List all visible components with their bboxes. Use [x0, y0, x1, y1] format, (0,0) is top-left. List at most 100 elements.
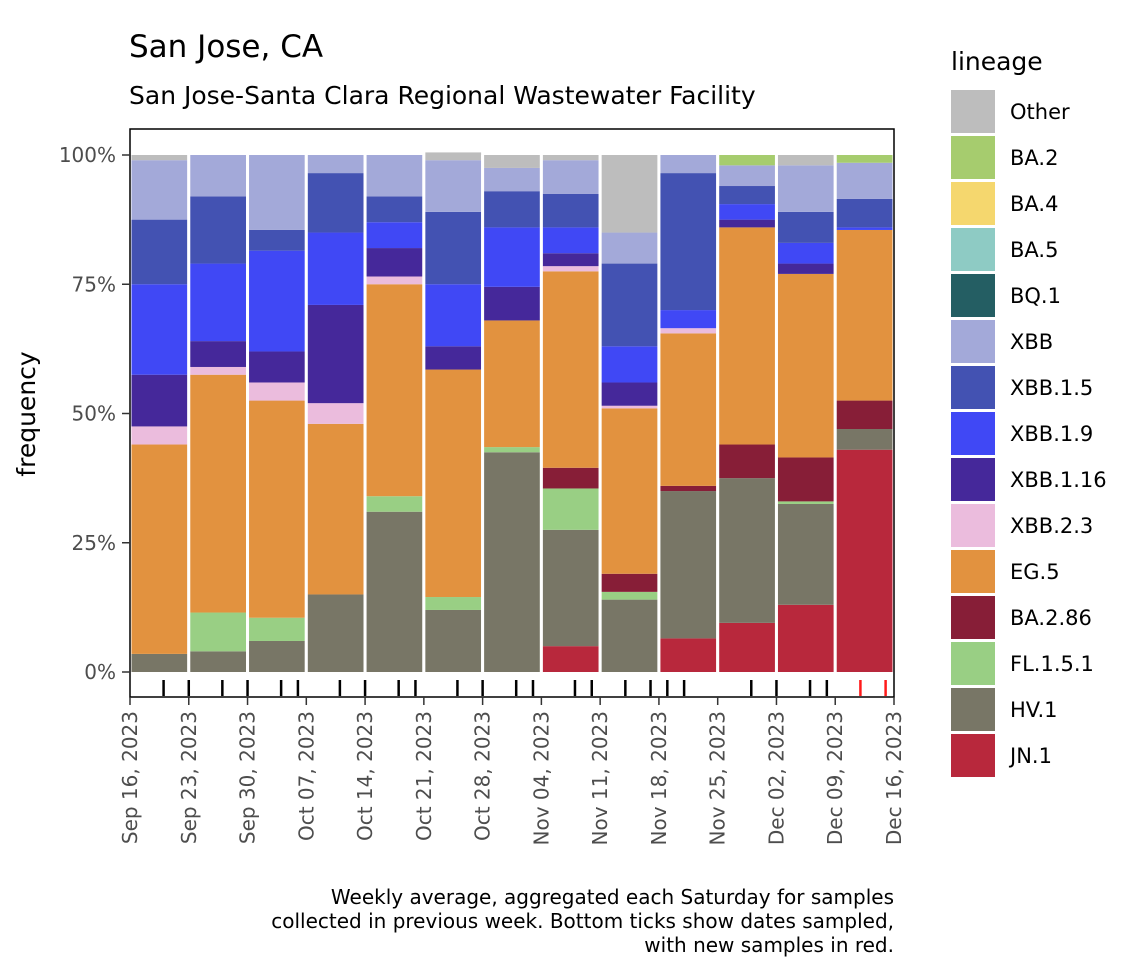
bar-nov-18-2023-xbb-2-3 [601, 405, 658, 409]
bar-nov-11-2023-other [542, 155, 599, 161]
bar-gap [304, 155, 308, 672]
bar-nov-11-2023-xbb-2-3 [542, 266, 599, 272]
bar-oct-21-2023-xbb-1-9 [366, 222, 423, 249]
bar-oct-21-2023-hv-1 [366, 511, 423, 672]
bar-nov-11-2023-eg-5 [542, 271, 599, 468]
bar-oct-07-2023-hv-1 [249, 640, 305, 672]
y-axis-label: frequency [12, 351, 41, 477]
x-tick-label: Dec 16, 2023 [882, 711, 906, 845]
bar-dec-02-2023-jn-1 [719, 622, 775, 672]
bar-nov-18-2023-xbb [601, 232, 658, 264]
y-axis: 0% 25% 50% 75% 100% [59, 143, 130, 684]
bar-sep-30-2023-eg-5 [190, 374, 247, 613]
legend-swatch-other [951, 90, 995, 133]
bar-nov-11-2023-fl-1-5-1 [542, 488, 599, 530]
bar-oct-14-2023-xbb-1-16 [307, 304, 364, 404]
legend-swatch-bq-1 [951, 274, 995, 317]
bar-nov-25-2023-xbb [660, 155, 717, 174]
bar-gap [539, 155, 543, 672]
bar-nov-25-2023-xbb-1-5 [660, 173, 717, 311]
bar-oct-07-2023-xbb-1-9 [249, 250, 305, 352]
bar-dec-09-2023-xbb [777, 165, 834, 212]
bar-nov-25-2023-xbb-2-3 [660, 328, 717, 334]
legend-label-ba-2: BA.2 [1010, 146, 1058, 170]
bar-oct-14-2023-xbb-1-9 [307, 232, 364, 305]
caption-line: Weekly average, aggregated each Saturday… [331, 885, 894, 909]
legend-swatch-ba-2 [951, 136, 995, 179]
bar-oct-28-2023-xbb-1-5 [425, 211, 482, 285]
legend-swatch-eg-5 [951, 550, 995, 593]
bar-gap [833, 155, 837, 672]
bar-dec-02-2023-xbb-1-9 [719, 204, 775, 220]
bar-nov-04-2023-eg-5 [484, 320, 540, 448]
bar-dec-16-2023-xbb [836, 162, 893, 199]
bar-sep-30-2023-xbb-2-3 [190, 366, 247, 375]
bar-nov-04-2023-other [484, 155, 540, 168]
bar-oct-21-2023-fl-1-5-1 [366, 496, 423, 512]
legend-swatch-ba-2-86 [951, 596, 995, 639]
bar-sep-23-2023-xbb [131, 160, 188, 220]
bar-dec-16-2023-eg-5 [836, 229, 893, 401]
bar-nov-04-2023-xbb [484, 167, 540, 192]
bar-nov-18-2023-eg-5 [601, 408, 658, 574]
bar-nov-11-2023-xbb-1-5 [542, 193, 599, 228]
x-axis: Sep 16, 2023 Sep 23, 2023 Sep 30, 2023 Oct … [118, 697, 906, 845]
bar-nov-04-2023-fl-1-5-1 [484, 447, 540, 453]
x-tick-label: Dec 09, 2023 [823, 711, 847, 845]
bar-gap [187, 155, 191, 672]
bar-sep-23-2023-other [131, 155, 188, 161]
legend-label-ba-2-86: BA.2.86 [1010, 606, 1092, 630]
bar-sep-30-2023-xbb-1-16 [190, 341, 247, 367]
bar-nov-25-2023-eg-5 [660, 333, 717, 486]
legend-label-jn-1: JN.1 [1008, 744, 1052, 768]
bar-nov-25-2023-xbb-1-9 [660, 310, 717, 329]
bar-sep-23-2023-xbb-2-3 [131, 426, 188, 445]
bar-gap [246, 155, 250, 672]
bar-nov-11-2023-xbb-1-16 [542, 253, 599, 267]
bar-oct-07-2023-eg-5 [249, 400, 305, 618]
legend-swatch-xbb-1-16 [951, 458, 995, 501]
bar-sep-30-2023-xbb-1-9 [190, 263, 247, 342]
legend-swatch-xbb-1-9 [951, 412, 995, 455]
x-tick-label: Nov 04, 2023 [529, 711, 553, 845]
bar-dec-02-2023-ba-2-86 [719, 444, 775, 479]
bar-gap [481, 155, 485, 672]
bar-oct-28-2023-xbb-1-16 [425, 346, 482, 370]
bar-oct-28-2023-xbb-1-9 [425, 284, 482, 347]
bar-sep-30-2023-xbb-1-5 [190, 196, 247, 264]
bar-oct-14-2023-hv-1 [307, 594, 364, 672]
legend-label-xbb-1-9: XBB.1.9 [1010, 422, 1093, 446]
bar-nov-18-2023-xbb-1-5 [601, 263, 658, 347]
bar-nov-11-2023-ba-2-86 [542, 467, 599, 489]
sample-date-rug [162, 680, 887, 696]
legend-label-xbb: XBB [1010, 330, 1053, 354]
x-tick-label: Oct 07, 2023 [294, 711, 318, 841]
legend-label-other: Other [1010, 100, 1070, 124]
bar-dec-09-2023-xbb-1-16 [777, 263, 834, 274]
bar-dec-09-2023-eg-5 [777, 273, 834, 458]
chart-subtitle: San Jose-Santa Clara Regional Wastewater… [129, 81, 756, 110]
y-tick-label: 25% [72, 531, 116, 555]
x-tick-label: Nov 11, 2023 [588, 711, 612, 845]
bar-gap [422, 155, 426, 672]
legend-label-ba-4: BA.4 [1010, 192, 1058, 216]
bar-dec-09-2023-fl-1-5-1 [777, 501, 834, 504]
bar-dec-16-2023-ba-2-86 [836, 400, 893, 430]
bar-dec-02-2023-hv-1 [719, 478, 775, 623]
bar-oct-14-2023-xbb [307, 155, 364, 174]
bar-dec-16-2023-jn-1 [836, 449, 893, 672]
legend-label-eg-5: EG.5 [1010, 560, 1060, 584]
caption-line: collected in previous week. Bottom ticks… [271, 909, 894, 933]
bar-oct-28-2023-fl-1-5-1 [425, 597, 482, 610]
x-tick-label: Oct 21, 2023 [412, 711, 436, 841]
legend-label-xbb-1-5: XBB.1.5 [1010, 376, 1093, 400]
bar-oct-07-2023-xbb-1-5 [249, 229, 305, 251]
legend-label-bq-1: BQ.1 [1010, 284, 1061, 308]
legend-swatch-xbb-2-3 [951, 504, 995, 547]
bar-sep-23-2023-xbb-1-9 [131, 284, 188, 375]
bar-nov-18-2023-xbb-1-9 [601, 346, 658, 383]
bar-dec-02-2023-xbb-1-16 [719, 219, 775, 228]
bar-dec-02-2023-xbb [719, 165, 775, 187]
bar-nov-04-2023-xbb-1-9 [484, 227, 540, 287]
x-tick-label: Oct 28, 2023 [471, 711, 495, 841]
